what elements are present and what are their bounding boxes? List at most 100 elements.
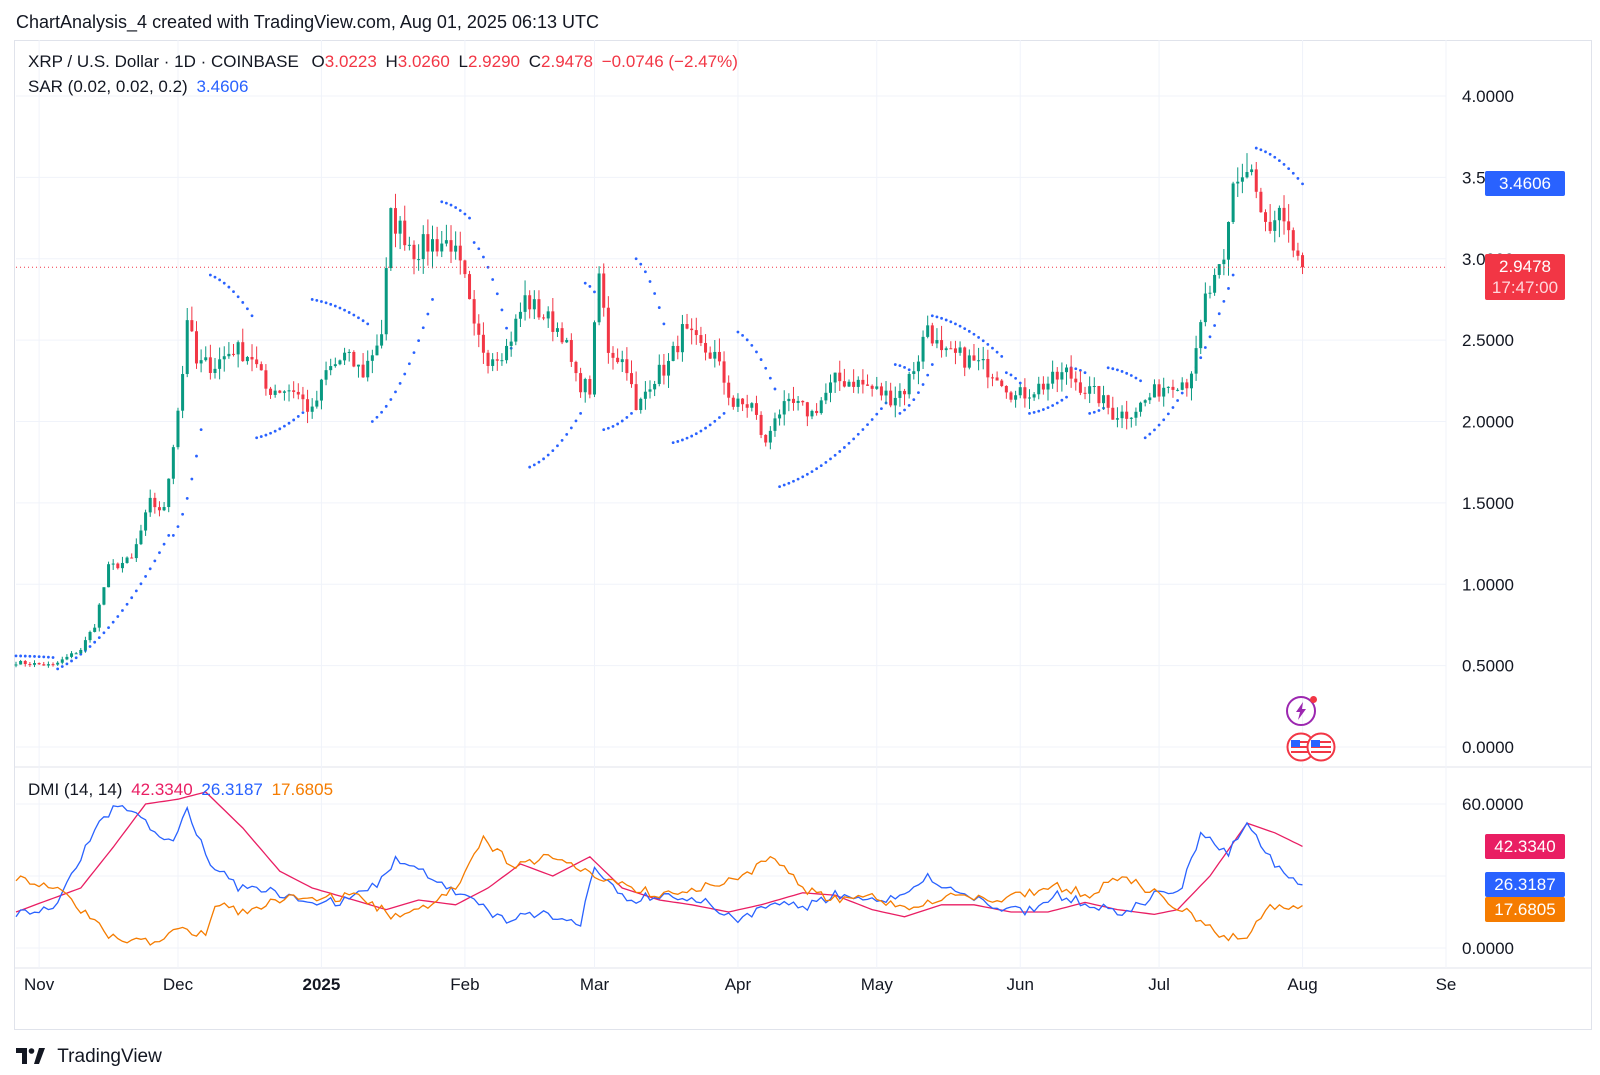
sar-dot (583, 281, 587, 285)
candle-body (542, 317, 546, 319)
candle-body (70, 653, 74, 657)
sar-value: 3.4606 (196, 77, 249, 96)
sar-dot (1203, 346, 1207, 349)
candle-body (347, 351, 351, 353)
sar-dot (1060, 398, 1064, 402)
candle-body (111, 563, 115, 565)
candle-body (1074, 378, 1078, 383)
candle-body (356, 364, 360, 367)
tradingview-logo[interactable]: TradingView (16, 1046, 162, 1068)
candle-body (750, 403, 754, 408)
sar-dot (537, 460, 541, 464)
sar-dot (278, 427, 282, 431)
candle-body (468, 274, 472, 300)
candle-body (1273, 220, 1277, 231)
candle-body (852, 381, 856, 387)
sar-dot (1282, 163, 1286, 166)
dmi-layer (15, 791, 1303, 946)
candle-body (431, 239, 435, 252)
sar-dot (1277, 159, 1281, 163)
candle-body (259, 364, 263, 371)
candle-body (741, 398, 745, 405)
candle-body (14, 664, 18, 666)
candle-body (1180, 382, 1184, 390)
sar-dot (1051, 404, 1055, 407)
sar-dot (755, 350, 758, 354)
sar-dot (370, 420, 374, 423)
dmi-legend[interactable]: DMI (14, 14) 42.3340 26.3187 17.6805 (28, 780, 337, 800)
candle-body (282, 391, 286, 393)
lightning-icon[interactable] (1286, 696, 1317, 726)
sar-dot (1213, 324, 1217, 327)
sar-dot (14, 654, 18, 658)
sar-dot (1171, 406, 1175, 409)
candle-body (213, 368, 217, 373)
sar-dot (565, 433, 569, 436)
candle-body (1291, 230, 1295, 251)
sar-dot (977, 336, 980, 339)
candle-body (1268, 221, 1272, 231)
sar-dot (102, 631, 106, 635)
candle-body (1018, 387, 1022, 396)
tradingview-logo-icon (16, 1046, 51, 1067)
candle-body (1065, 367, 1069, 373)
sar-dot (185, 496, 189, 500)
sar-dot (28, 654, 32, 658)
time-axis-tick: Se (1436, 975, 1457, 994)
candle-body (643, 391, 647, 399)
candle-body (1152, 384, 1156, 398)
sar-dot (380, 410, 383, 414)
candle-body (1277, 207, 1281, 221)
sar-dot (1227, 287, 1230, 290)
sar-dot (463, 212, 467, 216)
sar-dot (722, 411, 726, 415)
dmi-label: DMI (14, 14) (28, 780, 123, 799)
sar-dot (458, 209, 462, 212)
sar-dot (741, 333, 744, 337)
sar-dot (1079, 368, 1082, 372)
sar-dot (949, 320, 953, 324)
dmi-adx-value: 42.3340 (131, 780, 193, 799)
candle-body (139, 530, 143, 545)
candle-body (1166, 386, 1170, 388)
sar-dot (259, 435, 263, 438)
candle-body (269, 388, 273, 395)
sar-dot (824, 460, 828, 464)
symbol-title[interactable]: XRP / U.S. Dollar · 1D · COINBASE (28, 52, 299, 71)
candle-body (1134, 411, 1138, 418)
candle-body (1069, 367, 1073, 379)
sar-dot (245, 307, 249, 311)
sar-dot (1000, 355, 1004, 358)
sar-dot (704, 426, 707, 430)
sar-dot (699, 429, 703, 433)
candle-body (1000, 380, 1004, 386)
candle-body (1148, 397, 1152, 401)
sar-dot (898, 364, 902, 368)
candle-body (815, 410, 819, 414)
candle-body (343, 352, 347, 361)
sar-dot (1254, 146, 1258, 150)
sar-legend[interactable]: SAR (0.02, 0.02, 0.2) 3.4606 (28, 77, 252, 97)
candle-body (727, 382, 731, 398)
price-axis-tick: 4.0000 (1462, 87, 1514, 106)
sar-dot (930, 314, 934, 318)
sar-dot (713, 419, 717, 423)
us-flag-icon-2[interactable] (1306, 732, 1336, 762)
sar-dot (389, 398, 393, 401)
candle-body (190, 320, 194, 332)
time-axis-tick: Apr (725, 975, 752, 994)
sar-dot (574, 419, 578, 423)
us-flag-icon[interactable] (1286, 732, 1316, 762)
candle-body (1088, 386, 1092, 394)
ohlc-close-label: C (528, 52, 542, 71)
candle-body (1301, 255, 1305, 268)
dmi-line-plus-di (15, 804, 1303, 927)
time-axis-tick: Mar (580, 975, 610, 994)
sar-label: SAR (0.02, 0.02, 0.2) (28, 77, 188, 96)
sar-dot (963, 327, 967, 331)
sar-dot (148, 567, 152, 571)
candle-body (19, 661, 23, 665)
sar-dot (1065, 395, 1068, 399)
sar-dot (454, 206, 458, 209)
